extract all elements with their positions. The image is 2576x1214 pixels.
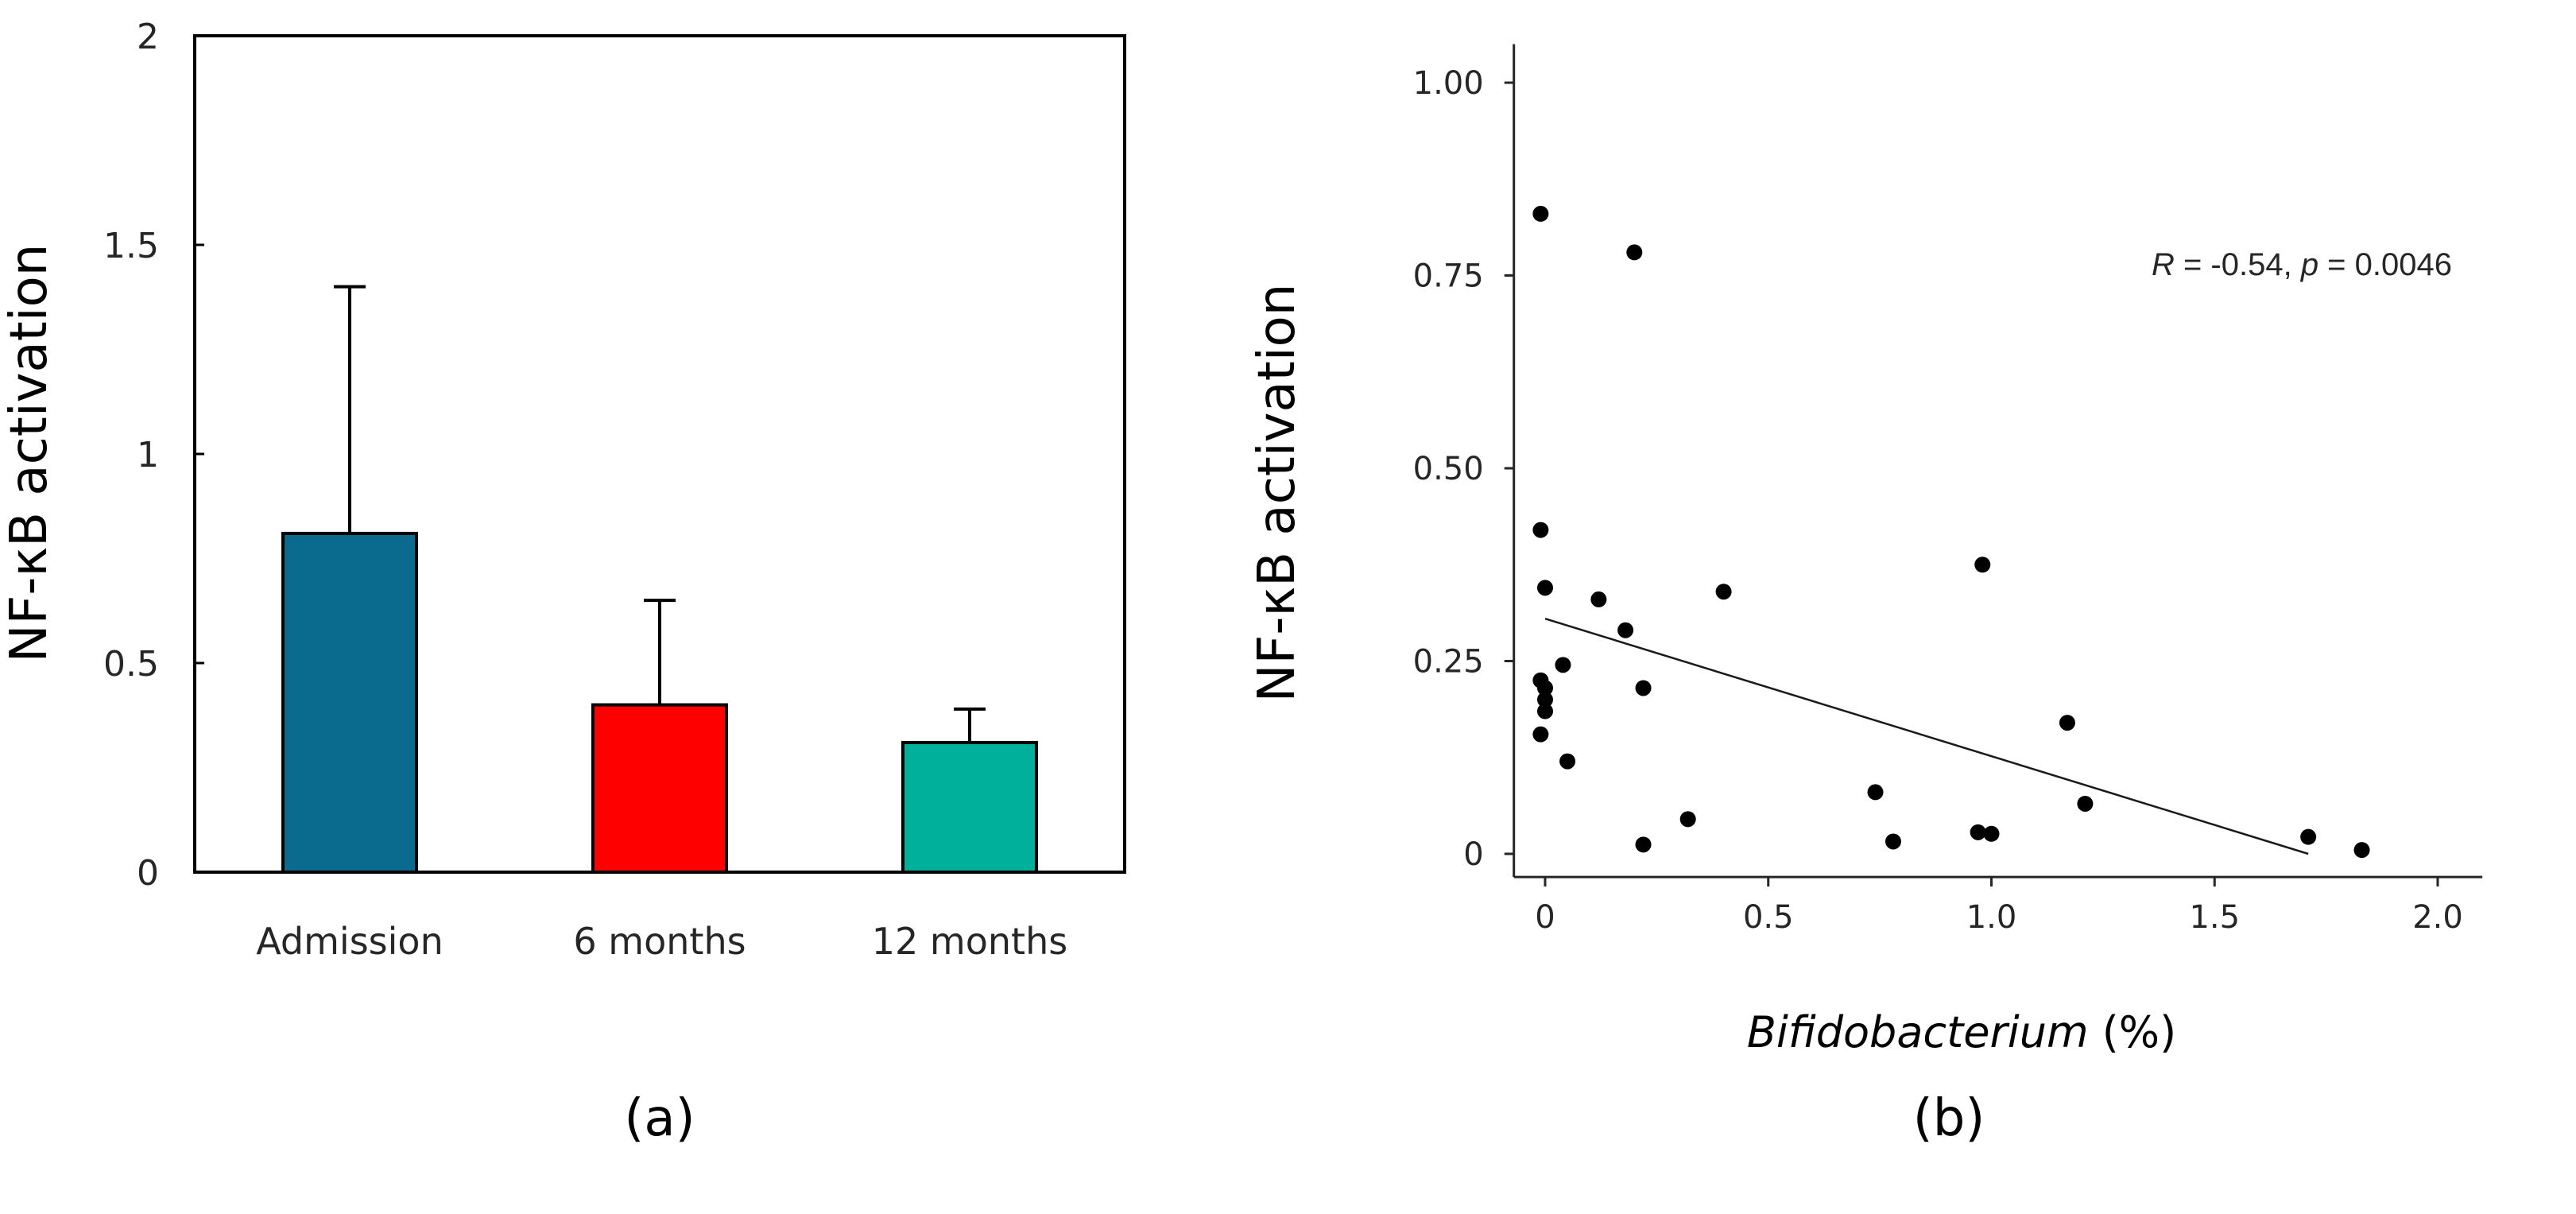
scatter-point xyxy=(1590,591,1607,607)
scatter-point xyxy=(1532,522,1549,538)
y-tick-label: 1 xyxy=(137,435,159,475)
scatter-point xyxy=(1635,680,1652,696)
regression-line xyxy=(1544,617,2309,855)
scatter-point xyxy=(1983,825,2000,842)
x-tick-label: 2.0 xyxy=(2412,899,2463,936)
scatter-point xyxy=(1537,680,1553,696)
scatter-point xyxy=(2353,842,2370,859)
y-tick-label: 0.5 xyxy=(103,644,159,685)
x-axis-label-unit: (%) xyxy=(2089,1007,2177,1057)
scatter-point xyxy=(1617,622,1634,638)
x-axis-ticks: Admission 6 months 12 months xyxy=(256,920,1067,963)
scatter-point xyxy=(1715,584,1732,600)
y-axis-label: NF-κB activation xyxy=(0,244,59,663)
y-tick-label: 0 xyxy=(137,853,159,894)
y-tick-label: 0.25 xyxy=(1413,644,1484,681)
bar-12-months xyxy=(901,740,1038,874)
panel-label-b: (b) xyxy=(1913,1089,1985,1148)
scatter-point xyxy=(1974,557,1991,573)
y-tick-label: 0.50 xyxy=(1413,451,1484,487)
scatter-point xyxy=(1532,205,1549,222)
scatter-points xyxy=(1532,205,2370,859)
x-tick-label: 6 months xyxy=(573,920,746,963)
bar-6-months xyxy=(591,703,728,874)
r-value: = -0.54, xyxy=(2175,247,2301,282)
scatter-point xyxy=(2077,795,2094,812)
scatter-point xyxy=(1679,811,1696,828)
scatter-point xyxy=(1537,703,1553,719)
scatter-point xyxy=(1867,784,1884,801)
x-tick-label: 0 xyxy=(1535,899,1555,936)
scatter-point xyxy=(1555,657,1571,673)
error-bars xyxy=(334,285,986,743)
x-tick-label: 1.0 xyxy=(1966,899,2017,936)
scatter-point xyxy=(1537,692,1553,708)
r-symbol: R xyxy=(2152,247,2175,282)
x-axis-ticks: 0 0.5 1.0 1.5 2.0 xyxy=(1535,877,2463,936)
x-tick-label: 1.5 xyxy=(2189,899,2240,936)
x-axis-label-genus: Bifidobacterium xyxy=(1747,1007,2089,1057)
y-axis-ticks: 0 0.5 1 1.5 2 xyxy=(103,17,204,894)
scatter-point xyxy=(1532,726,1549,743)
y-tick-label: 1.5 xyxy=(103,226,159,266)
panel-label-a: (a) xyxy=(624,1089,695,1148)
y-tick-label: 2 xyxy=(137,17,159,57)
y-tick-label: 0 xyxy=(1463,836,1483,873)
scatter-point xyxy=(1537,580,1553,596)
y-axis-label: NF-κB activation xyxy=(1248,284,1307,703)
correlation-annotation: R = -0.54, p = 0.0046 xyxy=(2152,247,2452,282)
x-tick-label: 12 months xyxy=(872,920,1067,963)
bar-chart: 0 0.5 1 1.5 2 Admission 6 months 12 months NF-… xyxy=(0,17,1126,1148)
scatter-point xyxy=(1970,824,1986,840)
p-symbol: p xyxy=(2300,247,2318,282)
scatter-point xyxy=(2300,828,2317,845)
x-axis-label: Bifidobacterium (%) xyxy=(1747,1007,2176,1057)
y-axis-ticks: 0 0.25 0.50 0.75 1.00 xyxy=(1413,65,1514,873)
scatter-point xyxy=(1885,833,1901,850)
y-tick-label: 0.75 xyxy=(1413,258,1484,295)
bar-admission xyxy=(281,531,418,874)
scatter-point xyxy=(1559,753,1576,770)
p-value: = 0.0046 xyxy=(2318,247,2452,282)
x-tick-label: 0.5 xyxy=(1743,899,1794,936)
scatter-point xyxy=(1626,244,1643,261)
scatter-point xyxy=(2059,715,2075,731)
scatter-chart: 0 0.25 0.50 0.75 1.00 0 0.5 1.0 1.5 2.0 R = -0.5… xyxy=(1248,44,2483,1148)
scatter-point xyxy=(1635,836,1652,853)
y-tick-label: 1.00 xyxy=(1413,65,1484,102)
x-tick-label: Admission xyxy=(256,920,443,963)
